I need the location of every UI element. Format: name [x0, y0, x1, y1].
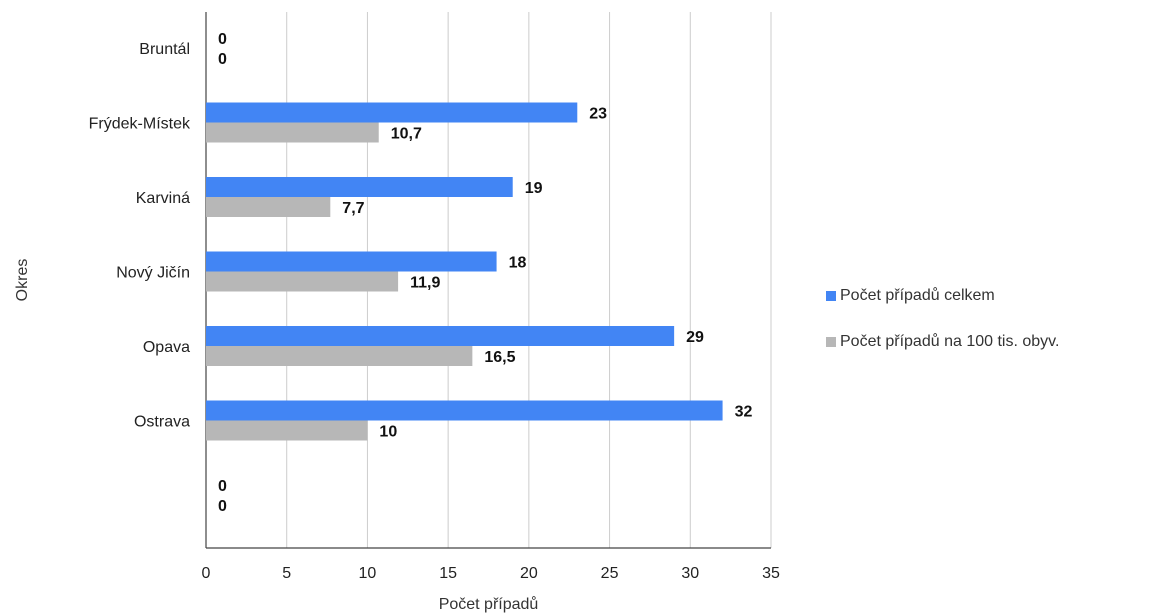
legend-label-per-100k: Počet případů na 100 tis. obyv.: [840, 333, 1060, 350]
y-tick-label: Frýdek-Místek: [89, 116, 191, 133]
data-labels: 0 0 23 10,7 19 7,7 18 11,9 29 16,5 32 10 0 0: [218, 31, 752, 515]
legend-item-total: Počet případů celkem: [826, 286, 1059, 306]
data-label: 19: [525, 180, 543, 197]
bar-total: [206, 251, 497, 272]
bar-per-100k: [206, 420, 368, 441]
x-tick-label: 10: [359, 565, 377, 582]
data-label: 0: [218, 31, 227, 48]
y-tick-label: Opava: [143, 339, 190, 356]
x-tick-label: 25: [601, 565, 619, 582]
y-tick-label: Ostrava: [134, 414, 190, 431]
data-label: 0: [218, 478, 227, 495]
data-label: 11,9: [410, 275, 440, 292]
data-label: 10: [379, 424, 397, 441]
y-tick-label: Bruntál: [139, 41, 190, 58]
data-label: 10,7: [391, 126, 422, 143]
bar-per-100k: [206, 346, 473, 366]
y-tick-label: Nový Jičín: [116, 265, 190, 282]
data-label: 18: [509, 255, 527, 272]
x-axis-title: Počet případů: [439, 595, 539, 613]
x-tick-label: 35: [762, 565, 780, 582]
x-tick-label: 5: [282, 565, 291, 582]
x-tick-label: 30: [681, 565, 699, 582]
data-label: 16,5: [484, 349, 515, 366]
bars: [206, 102, 723, 441]
x-tick-label: 0: [202, 565, 211, 582]
y-axis-title: Okres: [14, 259, 31, 302]
x-tick-labels: 0 5 10 15 20 25 30 35: [202, 565, 780, 582]
data-label: 0: [218, 51, 227, 68]
x-tick-label: 20: [520, 565, 538, 582]
bar-per-100k: [206, 197, 331, 217]
grid-lines: [205, 12, 772, 549]
data-label: 32: [735, 404, 753, 421]
y-tick-label: Karviná: [136, 190, 190, 207]
legend-swatch-per-100k: [826, 337, 836, 347]
bar-total: [206, 102, 578, 123]
legend-swatch-total: [826, 291, 836, 301]
y-tick-labels: Bruntál Frýdek-Místek Karviná Nový Jičín Opa…: [89, 41, 191, 431]
bar-per-100k: [206, 271, 399, 292]
legend: Počet případů celkem Počet případů na 10…: [826, 286, 1059, 378]
legend-item-per-100k: Počet případů na 100 tis. obyv.: [826, 332, 1059, 352]
x-tick-label: 15: [439, 565, 457, 582]
bar-total: [206, 400, 723, 421]
bar-total: [206, 326, 675, 346]
data-label: 29: [686, 329, 704, 346]
data-label: 0: [218, 498, 227, 515]
bar-total: [206, 177, 513, 197]
data-label: 7,7: [342, 200, 364, 217]
data-label: 23: [589, 106, 607, 123]
legend-label-total: Počet případů celkem: [840, 287, 995, 304]
bar-per-100k: [206, 122, 379, 143]
